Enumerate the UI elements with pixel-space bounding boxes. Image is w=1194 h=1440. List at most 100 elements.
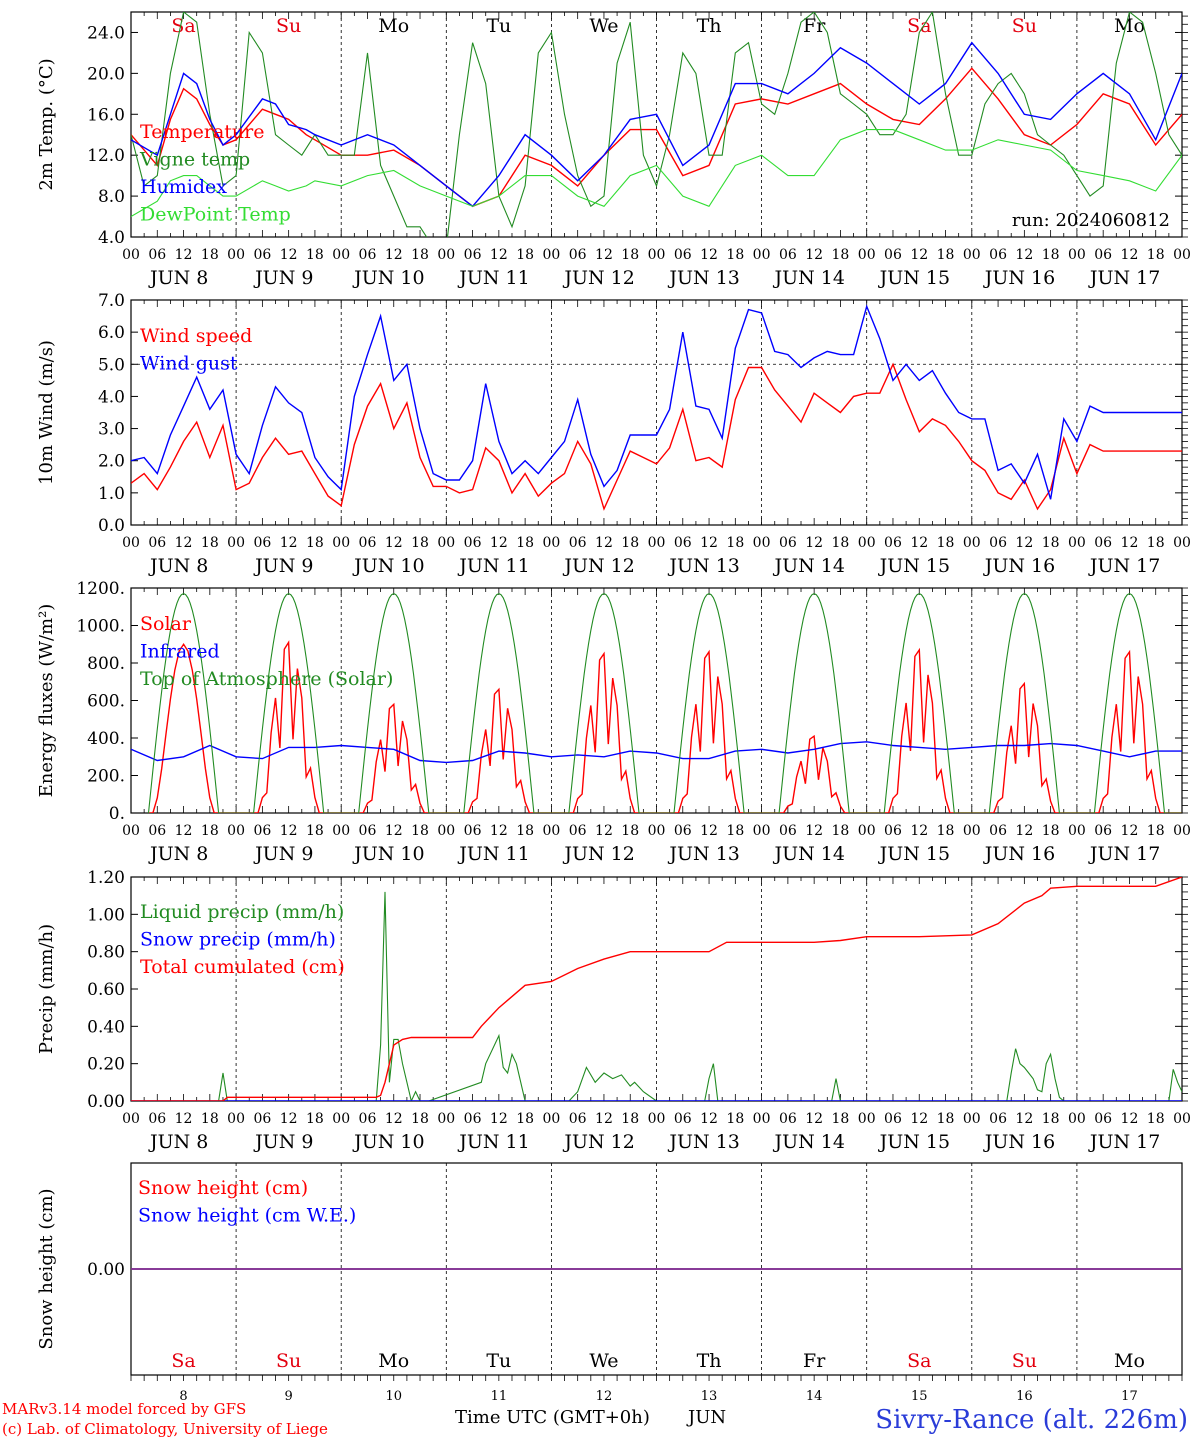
x-hour-label: 18 — [1042, 1111, 1060, 1127]
x-hour-label: 00 — [122, 247, 140, 263]
weekday-label: Mo — [1114, 1350, 1145, 1372]
x-hour-label: 12 — [805, 1111, 823, 1127]
x-day-label: JUN 11 — [457, 843, 529, 865]
x-hour-label: 00 — [542, 823, 560, 839]
x-hour-label: 00 — [1068, 823, 1086, 839]
x-hour-label: 00 — [753, 247, 771, 263]
x-hour-label: 06 — [148, 247, 166, 263]
x-day-label: JUN 17 — [1088, 843, 1160, 865]
x-hour-label: 12 — [700, 247, 718, 263]
y-tick-label: 0.40 — [87, 1017, 125, 1037]
x-hour-label: 00 — [332, 1111, 350, 1127]
x-hour-label: 12 — [280, 535, 298, 551]
x-hour-label: 12 — [805, 247, 823, 263]
x-date-label: 8 — [179, 1389, 187, 1404]
x-day-label: JUN 16 — [983, 843, 1055, 865]
x-day-label: JUN 15 — [878, 555, 950, 577]
x-hour-label: 00 — [858, 823, 876, 839]
x-hour-label: 00 — [648, 1111, 666, 1127]
x-hour-label: 00 — [648, 247, 666, 263]
x-hour-label: 18 — [621, 535, 639, 551]
x-day-label: JUN 12 — [562, 267, 634, 289]
footer-month: JUN — [686, 1407, 726, 1428]
x-hour-label: 00 — [437, 823, 455, 839]
y-tick-label: 400. — [87, 729, 125, 749]
y-tick-label: 1200. — [76, 579, 125, 599]
x-hour-label: 18 — [306, 247, 324, 263]
x-day-label: JUN 11 — [457, 555, 529, 577]
weekday-label: Su — [1012, 1350, 1037, 1372]
x-day-label: JUN 17 — [1088, 267, 1160, 289]
x-day-label: JUN 16 — [983, 555, 1055, 577]
x-day-label: JUN 14 — [773, 843, 845, 865]
weekday-label: We — [589, 1350, 618, 1372]
x-day-label: JUN 13 — [667, 1131, 739, 1153]
series-infrared — [131, 741, 1182, 764]
legend-entry: Snow height (cm) — [138, 1177, 308, 1199]
y-tick-label: 0.60 — [87, 980, 125, 1000]
panel-energy: 0. 200. 400. 600. 800. 1000. 1200. Energy fluxe… — [36, 579, 1191, 865]
x-hour-label: 00 — [227, 1111, 245, 1127]
weekday-label: Sa — [171, 1350, 195, 1372]
x-hour-label: 06 — [1094, 823, 1112, 839]
x-hour-label: 06 — [884, 247, 902, 263]
x-hour-label: 18 — [937, 535, 955, 551]
legend-entry: Total cumulated (cm) — [140, 956, 345, 978]
x-hour-label: 00 — [1173, 1111, 1191, 1127]
x-hour-label: 12 — [280, 247, 298, 263]
x-hour-label: 18 — [516, 247, 534, 263]
x-hour-label: 12 — [385, 823, 403, 839]
weekday-label: Sa — [171, 15, 195, 37]
x-hour-label: 06 — [674, 535, 692, 551]
x-hour-label: 18 — [411, 1111, 429, 1127]
x-hour-label: 06 — [989, 1111, 1007, 1127]
x-day-label: JUN 16 — [983, 1131, 1055, 1153]
x-hour-label: 00 — [648, 535, 666, 551]
x-day-label: JUN 9 — [253, 843, 313, 865]
x-day-label: JUN 8 — [148, 1131, 208, 1153]
series-group — [131, 12, 1182, 237]
x-hour-label: 06 — [779, 823, 797, 839]
y-tick-label: 200. — [87, 767, 125, 787]
y-tick-label: 0.00 — [87, 1092, 125, 1112]
y-tick-label: 0. — [109, 804, 125, 824]
y-axis-label: Precip (mm/h) — [36, 924, 57, 1054]
x-hour-label: 00 — [858, 535, 876, 551]
x-hour-label: 06 — [253, 823, 271, 839]
x-hour-label: 12 — [595, 535, 613, 551]
x-hour-label: 12 — [700, 535, 718, 551]
y-tick-label: 1.0 — [98, 484, 125, 504]
x-hour-label: 00 — [1068, 535, 1086, 551]
weekday-label: Su — [276, 1350, 301, 1372]
x-day-label: JUN 9 — [253, 1131, 313, 1153]
x-hour-label: 18 — [1147, 1111, 1165, 1127]
y-axis-label: Energy fluxes (W/m²) — [36, 604, 57, 798]
weekday-label: Th — [697, 1350, 722, 1372]
legend-entry: Temperature — [140, 121, 264, 143]
x-hour-label: 18 — [516, 535, 534, 551]
legend-entry: Snow height (cm W.E.) — [138, 1205, 356, 1227]
x-hour-label: 18 — [726, 823, 744, 839]
x-hour-label: 06 — [989, 823, 1007, 839]
plot-frame — [130, 299, 1183, 526]
x-hour-label: 00 — [437, 1111, 455, 1127]
x-hour-label: 18 — [832, 823, 850, 839]
x-day-label: JUN 14 — [773, 555, 845, 577]
legend-entry: Vigne temp — [139, 149, 250, 171]
panel-snow: 0.00 Snow height (cm) Sa 8 Su 9 Mo 10 Tu 11 We 12 Th… — [36, 1162, 1183, 1404]
x-date-label: 13 — [701, 1389, 718, 1404]
x-hour-label: 06 — [253, 535, 271, 551]
footer-copyright: (c) Lab. of Climatology, University of L… — [2, 1420, 328, 1438]
x-hour-label: 00 — [1173, 823, 1191, 839]
x-hour-label: 12 — [1121, 247, 1139, 263]
series-group — [131, 304, 1182, 511]
y-tick-label: 800. — [87, 654, 125, 674]
x-hour-label: 06 — [569, 247, 587, 263]
x-hour-label: 18 — [411, 823, 429, 839]
x-hour-label: 12 — [280, 1111, 298, 1127]
panel-precip: 0.00 0.20 0.40 0.60 0.80 1.00 1.20 Precip (mm/h… — [36, 868, 1191, 1153]
series-top-of-atmosphere-solar — [147, 592, 1182, 813]
x-day-label: JUN 13 — [667, 843, 739, 865]
y-tick-label: 0.20 — [87, 1055, 125, 1075]
x-hour-label: 12 — [805, 823, 823, 839]
